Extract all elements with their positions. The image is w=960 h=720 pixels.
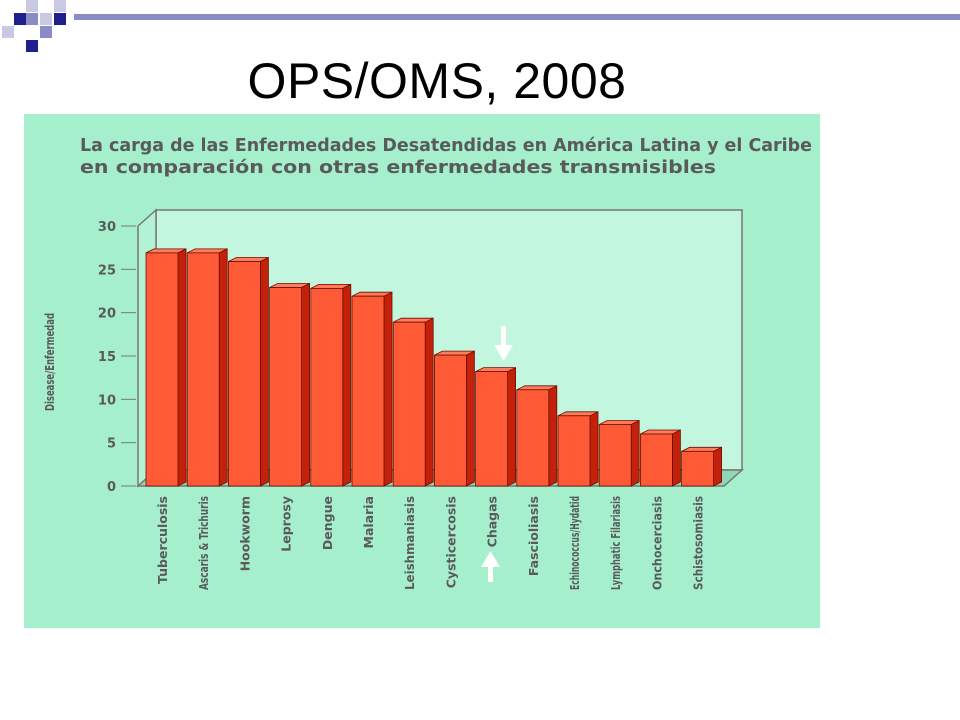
bar-front-face — [186, 252, 220, 487]
x-tick-label: Schistosomiasis — [691, 496, 706, 590]
decorative-square-dark-1 — [14, 13, 26, 25]
x-tick-label: Hookworm — [237, 496, 252, 571]
x-tick-label: Echinococcus/Hydatid — [567, 496, 582, 590]
bar-top-face — [269, 283, 310, 288]
bar-side-face — [548, 385, 558, 487]
y-tick-label: 15 — [98, 350, 116, 365]
x-tick-label: Chagas — [485, 496, 500, 547]
x-tick-label: Tuberculosis — [155, 496, 170, 584]
bar-malaria — [351, 291, 393, 487]
bar-leishmaniasis — [392, 317, 434, 487]
bar-top-face — [228, 257, 269, 262]
bar-top-face — [351, 291, 393, 297]
bar-side-face — [672, 429, 681, 487]
bar-lymphatic-filariasis — [598, 419, 640, 487]
highlight-arrow-down — [494, 326, 513, 361]
decorative-square-dark-2 — [54, 13, 66, 25]
highlight-arrow-up — [481, 551, 500, 582]
x-tick-label: Cysticercosis — [443, 496, 458, 588]
bar-front-face — [640, 433, 673, 487]
bar-hookworm — [227, 256, 269, 487]
bar-side-face — [507, 366, 517, 487]
bar-side-face — [218, 248, 228, 487]
decorative-square-dark-3 — [26, 40, 38, 52]
decorative-square-light-4 — [54, 0, 66, 12]
y-tick-label: 5 — [107, 437, 116, 452]
bar-front-face — [681, 450, 714, 487]
decorative-square-light-2 — [26, 0, 38, 12]
bar-side-face — [259, 256, 269, 487]
bar-top-face — [145, 248, 187, 254]
y-tick-label: 25 — [98, 263, 116, 278]
y-axis: 0 5 10 15 20 25 30 — [98, 220, 136, 495]
x-tick-label: Leprosy — [279, 496, 294, 552]
x-tick-label: Ascaris & Trichuris — [196, 496, 211, 590]
y-tick-label: 0 — [107, 480, 116, 495]
bar-side-face — [713, 446, 722, 487]
y-tick-label: 10 — [98, 393, 116, 408]
bar-top-face — [516, 385, 557, 391]
chart-subtitle: en comparación con otras enfermedades tr… — [80, 158, 716, 178]
bar-front-face — [145, 252, 179, 487]
x-tick-label: Dengue — [320, 496, 335, 550]
x-tick-label: Onchocerciasis — [649, 496, 664, 590]
bar-side-face — [383, 291, 393, 487]
decorative-square-mid-1 — [26, 13, 38, 25]
bar-top-face — [310, 283, 351, 289]
y-axis-label: Disease/Enfermedad — [43, 313, 57, 411]
bar-ascaris-trichuris — [186, 248, 228, 487]
bar-side-face — [301, 282, 311, 487]
bar-top-face — [599, 420, 640, 425]
x-axis-labels: Tuberculosis Ascaris & Trichuris Hookworm L… — [155, 496, 706, 590]
bar-front-face — [351, 295, 385, 487]
bar-chart: La carga de las Enfermedades Desatendida… — [24, 114, 820, 628]
bar-top-face — [434, 350, 475, 356]
bar-front-face — [227, 261, 261, 487]
decorative-square-light-1 — [2, 26, 14, 38]
bar-front-face — [269, 287, 303, 487]
decorative-square-mid-2 — [40, 26, 52, 38]
chart-panel: La carga de las Enfermedades Desatendida… — [24, 114, 820, 628]
x-tick-label: Malaria — [361, 496, 376, 548]
decorative-square-light-3 — [40, 13, 52, 25]
bar-tuberculosis — [145, 248, 187, 487]
title-rule — [74, 14, 960, 20]
slide-title: OPS/OMS, 2008 — [247, 53, 627, 109]
bar-echinococcus-hydatid — [557, 411, 599, 487]
bar-side-face — [630, 419, 640, 487]
bar-front-face — [557, 415, 591, 487]
bar-onchocerciasis — [640, 429, 681, 487]
bar-schistosomiasis — [681, 446, 722, 487]
y-tick-label: 30 — [98, 220, 116, 235]
bar-side-face — [424, 317, 434, 487]
bar-top-face — [187, 248, 228, 254]
x-tick-label: Leishmaniasis — [402, 496, 417, 590]
bar-front-face — [310, 287, 344, 487]
bar-top-face — [557, 411, 599, 417]
bar-top-face — [475, 367, 516, 373]
y-tick-label: 20 — [98, 307, 116, 322]
bar-chagas — [475, 366, 517, 487]
bar-side-face — [342, 283, 352, 487]
x-tick-label: Fascioliasis — [526, 496, 541, 576]
bar-top-face — [681, 446, 722, 452]
bar-front-face — [598, 424, 632, 487]
bar-side-face — [465, 350, 475, 487]
x-tick-label: Lymphatic Filariasis — [608, 496, 623, 590]
bar-front-face — [433, 354, 467, 487]
bar-top-face — [640, 429, 681, 435]
bar-side-face — [589, 411, 599, 487]
bar-leprosy — [269, 282, 311, 487]
bar-front-face — [392, 321, 426, 487]
chart-title: La carga de las Enfermedades Desatendida… — [80, 136, 812, 156]
bar-top-face — [393, 317, 434, 323]
bar-front-face — [516, 389, 550, 487]
bar-front-face — [475, 371, 509, 487]
bar-fascioliasis — [516, 385, 558, 487]
bar-dengue — [310, 283, 352, 487]
bar-cysticercosis — [433, 350, 475, 487]
bars — [145, 248, 722, 487]
bar-side-face — [177, 248, 187, 487]
